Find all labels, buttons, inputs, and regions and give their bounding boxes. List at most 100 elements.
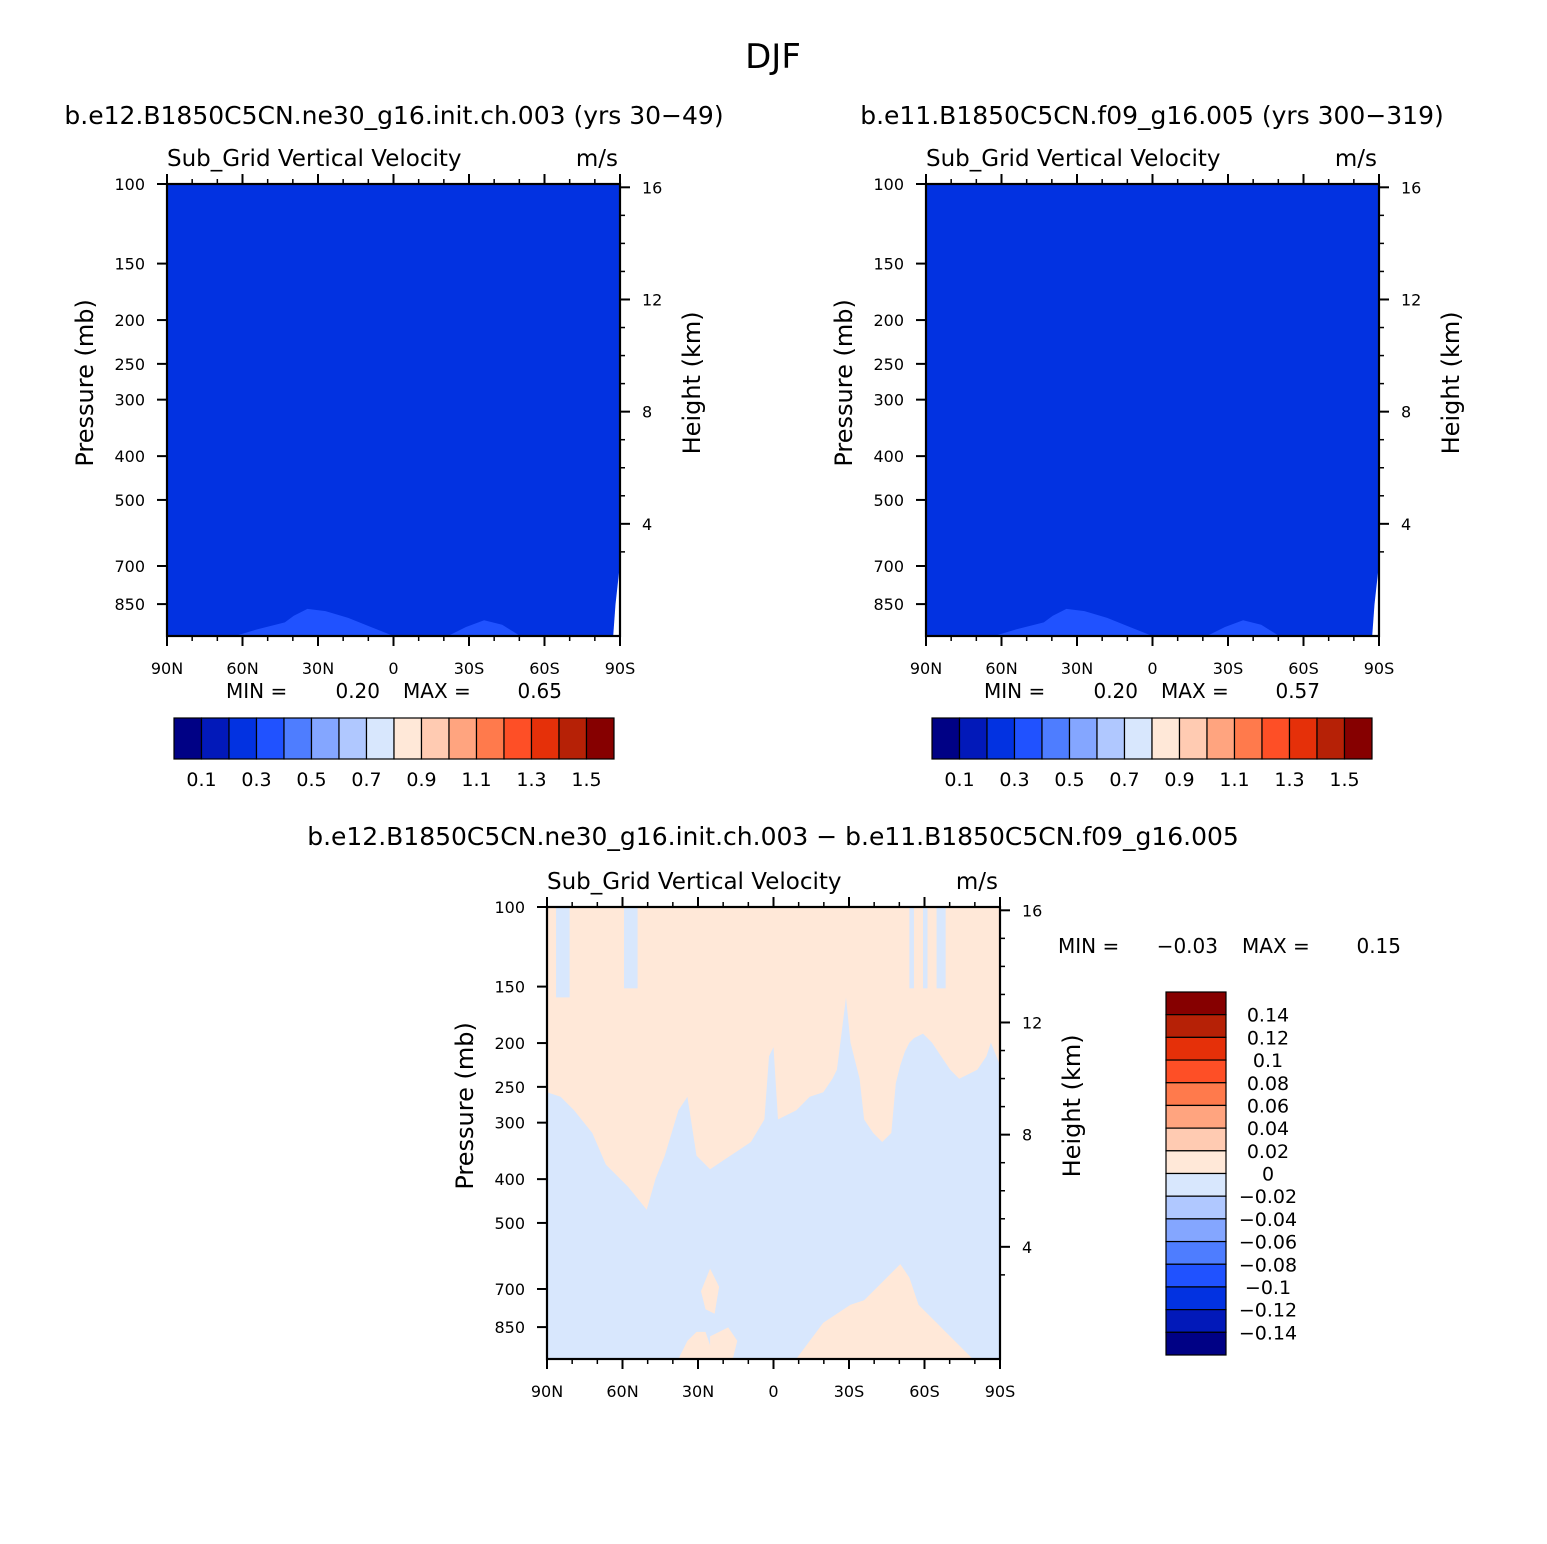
min-label: MIN = xyxy=(226,679,287,703)
y-right-axis-label: Height (km) xyxy=(678,311,706,454)
colorbar-box xyxy=(283,717,313,760)
field-positive-blob xyxy=(701,1268,720,1314)
x-tick-label: 60S xyxy=(529,659,560,678)
y-tick-label: 250 xyxy=(494,1078,525,1097)
colorbar-box xyxy=(1041,717,1071,760)
x-tick-label: 30S xyxy=(1213,659,1244,678)
colorbar-box xyxy=(1233,717,1263,760)
min-label: MIN = xyxy=(1058,934,1119,958)
panel-title: b.e11.B1850C5CN.f09_g16.005 (yrs 300−319… xyxy=(860,101,1444,130)
colorbar-label: −0.1 xyxy=(1245,1277,1291,1299)
field-fill xyxy=(926,184,1379,636)
colorbar-label: 0.5 xyxy=(296,769,326,791)
x-tick-label: 60N xyxy=(985,659,1017,678)
panel-2: b.e11.B1850C5CN.f09_g16.005 (yrs 300−319… xyxy=(830,101,1465,791)
colorbar-label: 0.06 xyxy=(1247,1095,1289,1117)
panel-title: b.e12.B1850C5CN.ne30_g16.init.ch.003 − b… xyxy=(307,822,1239,851)
colorbar-box xyxy=(448,717,478,760)
colorbar-box xyxy=(173,717,203,760)
field-negative xyxy=(547,997,1000,1359)
colorbar-box xyxy=(1316,717,1346,760)
min-value: 0.20 xyxy=(1093,679,1138,703)
colorbar-box xyxy=(1096,717,1126,760)
colorbar-box xyxy=(1165,1195,1227,1220)
y-tick-label: 100 xyxy=(114,175,145,194)
colorbar-box xyxy=(1165,1218,1227,1243)
y-tick-label: 300 xyxy=(873,391,904,410)
y-tick-label: 400 xyxy=(114,447,145,466)
field-contour-0-5 xyxy=(994,608,1280,636)
colorbar-box xyxy=(1165,1172,1227,1197)
y-right-axis-label: Height (km) xyxy=(1437,311,1465,454)
colorbar-label: 1.3 xyxy=(1274,769,1304,791)
colorbar: 0.1 0.3 0.5 0.7 0.9 1.1 1.3 1.5 xyxy=(173,717,615,791)
panel-title: b.e12.B1850C5CN.ne30_g16.init.ch.003 (yr… xyxy=(64,101,723,130)
max-value: 0.65 xyxy=(517,679,562,703)
panel-diff: b.e12.B1850C5CN.ne30_g16.init.ch.003 − b… xyxy=(307,822,1401,1401)
x-tick-label: 30S xyxy=(834,1382,865,1401)
x-tick-label: 90N xyxy=(531,1382,563,1401)
x-tick-label: 0 xyxy=(1147,659,1157,678)
y-tick-label: 700 xyxy=(494,1280,525,1299)
max-label: MAX = xyxy=(403,679,471,703)
colorbar-box xyxy=(1068,717,1098,760)
colorbar-box xyxy=(1165,1263,1227,1288)
colorbar-box xyxy=(1165,1286,1227,1311)
colorbar-box xyxy=(420,717,450,760)
y-right-tick-label: 4 xyxy=(642,515,652,534)
x-tick-label: 30N xyxy=(682,1382,714,1401)
y-tick-label: 150 xyxy=(494,978,525,997)
field-negative-strip xyxy=(922,907,928,989)
colorbar-box xyxy=(1288,717,1318,760)
colorbar-box xyxy=(1165,1150,1227,1175)
colorbar-label: 0.9 xyxy=(406,769,436,791)
y-right-tick-label: 8 xyxy=(1022,1126,1032,1145)
x-tick-label: 60N xyxy=(606,1382,638,1401)
colorbar-box xyxy=(1343,717,1373,760)
colorbar-box xyxy=(585,717,615,760)
colorbar-label: −0.12 xyxy=(1239,1300,1297,1322)
max-label: MAX = xyxy=(1242,934,1310,958)
colorbar-box xyxy=(986,717,1016,760)
y-tick-label: 100 xyxy=(873,175,904,194)
y-tick-label: 250 xyxy=(873,355,904,374)
colorbar-box xyxy=(310,717,340,760)
colorbar-box xyxy=(1165,1309,1227,1333)
x-tick-label: 90N xyxy=(910,659,942,678)
colorbar-box xyxy=(1165,1036,1227,1061)
colorbar-box xyxy=(958,717,988,760)
y-tick-label: 300 xyxy=(114,391,145,410)
colorbar: 0.1 0.3 0.5 0.7 0.9 1.1 1.3 1.5 xyxy=(931,717,1373,791)
colorbar-box xyxy=(1206,717,1236,760)
colorbar-box xyxy=(1165,1059,1227,1084)
y-tick-label: 150 xyxy=(114,255,145,274)
y-axis-label: Pressure (mb) xyxy=(71,299,99,466)
colorbar-label: 0.12 xyxy=(1247,1027,1289,1049)
colorbar-box xyxy=(475,717,505,760)
colorbar-box xyxy=(931,717,961,760)
colorbar-label: 1.1 xyxy=(1219,769,1249,791)
y-right-tick-label: 4 xyxy=(1022,1238,1032,1257)
colorbar-label: 1.3 xyxy=(516,769,546,791)
y-tick-label: 300 xyxy=(494,1114,525,1133)
field-fill xyxy=(167,184,620,636)
y-right-tick-label: 8 xyxy=(1401,403,1411,422)
min-value: −0.03 xyxy=(1157,934,1218,958)
colorbar: 0.140.120.10.080.060.040.020−0.02−0.04−0… xyxy=(1165,991,1297,1356)
colorbar-label: 0 xyxy=(1262,1164,1274,1186)
y-right-tick-label: 16 xyxy=(1401,178,1421,197)
units-label: m/s xyxy=(956,869,998,895)
field-negative-strip xyxy=(936,907,946,989)
y-right-tick-label: 8 xyxy=(642,403,652,422)
field-negative-strip xyxy=(624,907,638,989)
max-value: 0.57 xyxy=(1275,679,1320,703)
colorbar-box xyxy=(365,717,395,760)
colorbar-label: 0.9 xyxy=(1164,769,1194,791)
max-label: MAX = xyxy=(1161,679,1229,703)
colorbar-box xyxy=(1165,991,1227,1016)
y-right-tick-label: 12 xyxy=(1022,1013,1042,1032)
x-tick-label: 30N xyxy=(302,659,334,678)
colorbar-label: 0.1 xyxy=(944,769,974,791)
colorbar-label: 0.1 xyxy=(1253,1050,1283,1072)
